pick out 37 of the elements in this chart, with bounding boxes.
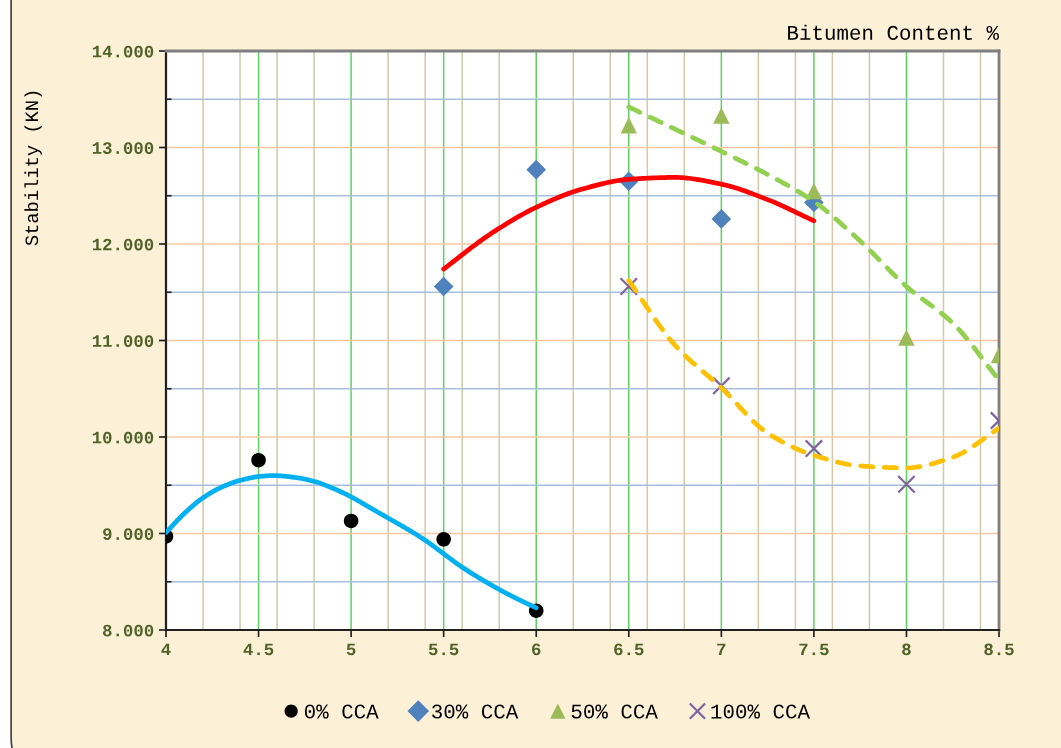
y-axis-title: Stability (KN) [24,91,42,246]
y-tick-label: 14.000 [92,45,154,58]
legend-label: 0% CCA [304,704,379,719]
x-tick-label: 5 [346,643,356,656]
point [713,107,730,124]
point [712,376,731,396]
point [436,532,451,547]
point [898,329,915,346]
point [619,277,639,296]
y-tick-label: 8.000 [103,624,154,637]
x-tick-label: 8.5 [984,643,1014,656]
point [433,276,454,297]
point [711,209,732,229]
x-tick-label: 6 [532,643,541,656]
y-tick-label: 10.000 [92,431,154,444]
y-tick-label: 11.000 [92,335,154,347]
y-tick-label: 9.000 [103,528,154,540]
point [804,439,824,458]
x-axis-title: Bitumen Content % [788,24,999,40]
x-tick-label: 6.5 [614,643,644,656]
point [805,182,823,200]
point [526,159,547,180]
x-tick-label: 5.5 [428,643,459,656]
x-tick-label: 7 [717,643,726,656]
legend-label: 50% CCA [571,704,658,719]
point [897,474,916,494]
y-tick-label: 12.000 [92,238,154,251]
x-tick-label: 8 [902,643,911,656]
point [251,452,266,468]
y-tick-label: 13.000 [92,142,154,154]
x-tick-label: 4 [161,643,171,656]
legend-label: 100% CCA [711,704,810,719]
point [620,117,637,134]
x-tick-label: 4.5 [243,643,274,656]
legend-label: 30% CCA [432,704,519,719]
point [343,513,359,529]
x-tick-label: 7.5 [799,643,829,656]
